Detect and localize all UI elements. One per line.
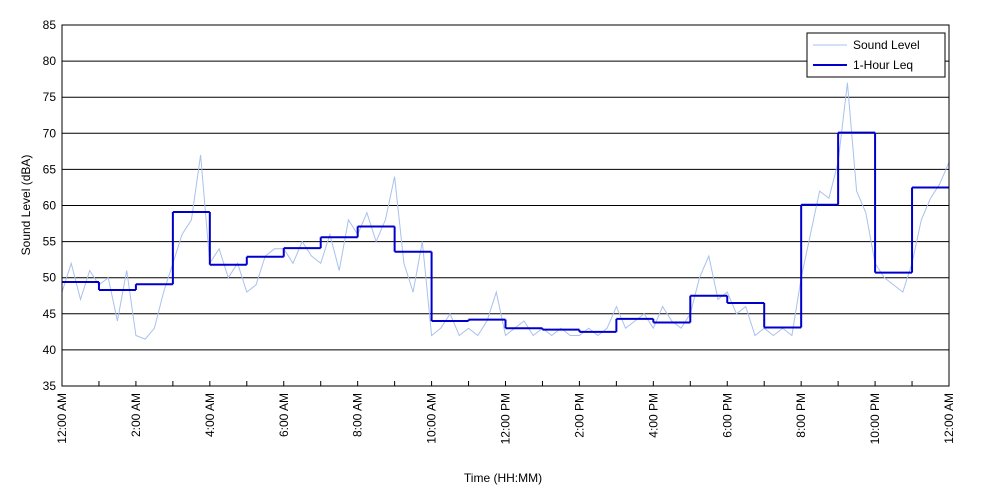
x-tick-label: 8:00 AM [351, 393, 365, 437]
x-tick-label: 2:00 AM [129, 393, 143, 437]
x-tick-label: 6:00 PM [720, 393, 734, 438]
legend-label: 1-Hour Leq [853, 58, 913, 72]
y-tick-label: 35 [43, 379, 57, 393]
y-tick-label: 65 [43, 162, 57, 176]
plot-frame [61, 24, 950, 387]
x-tick-label: 4:00 PM [646, 393, 660, 438]
x-tick-label: 4:00 AM [203, 393, 217, 437]
y-tick-label: 55 [43, 235, 57, 249]
y-tick-label: 40 [43, 343, 57, 357]
y-tick-label: 75 [43, 90, 57, 104]
y-tick-label: 45 [43, 307, 57, 321]
y-axis-label: Sound Level (dBA) [19, 155, 33, 256]
y-tick-label: 85 [43, 18, 57, 32]
x-tick-label: 10:00 PM [868, 393, 882, 444]
x-axis-label: Time (HH:MM) [464, 471, 542, 485]
x-tick-label: 12:00 AM [55, 393, 69, 444]
x-tick-label: 10:00 AM [425, 393, 439, 444]
y-tick-label: 60 [43, 199, 57, 213]
y-tick-label: 80 [43, 54, 57, 68]
legend-label: Sound Level [853, 38, 920, 52]
x-tick-label: 2:00 PM [572, 393, 586, 438]
x-tick-label: 12:00 PM [499, 393, 513, 444]
y-tick-label: 70 [43, 126, 57, 140]
x-tick-label: 8:00 PM [794, 393, 808, 438]
y-tick-label: 50 [43, 271, 57, 285]
legend-box [806, 32, 946, 78]
x-tick-label: 12:00 AM [942, 393, 956, 444]
x-tick-label: 6:00 AM [277, 393, 291, 437]
